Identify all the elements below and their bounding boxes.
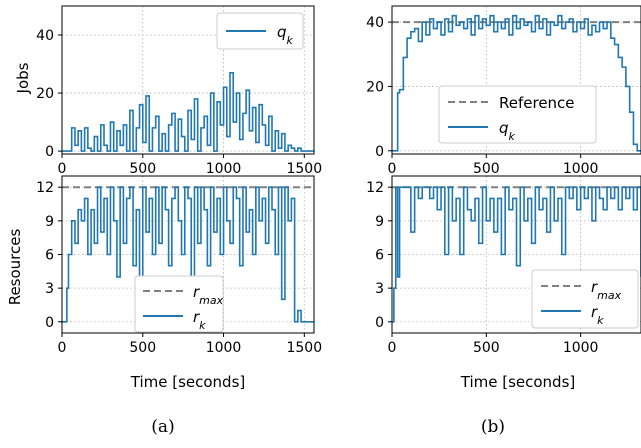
x-tick-label: 0 — [58, 340, 67, 356]
x-tick-label: 1500 — [286, 161, 322, 177]
legend: rmax rk — [531, 269, 639, 329]
y-tick-label: 12 — [366, 180, 384, 196]
x-tick-label: 1000 — [206, 340, 242, 356]
x-tick-label: 1000 — [563, 340, 599, 356]
y-tick-label: 0 — [45, 315, 54, 331]
legend: Reference qk — [438, 85, 597, 144]
y-tick-label: 40 — [36, 28, 54, 44]
x-tick-label: 1500 — [286, 340, 322, 356]
series-q-k-line — [392, 14, 641, 152]
chart-b-top: 0 500 1000 0 20 40 Reference qk — [366, 5, 641, 177]
x-axis-label: Time [seconds] — [130, 373, 246, 391]
x-axis-label: Time [seconds] — [460, 373, 576, 391]
axes-frame — [391, 5, 641, 155]
y-tick-label: 3 — [45, 281, 54, 297]
y-tick-label: 6 — [45, 248, 54, 264]
y-tick-label: 20 — [366, 79, 384, 95]
y-tick-label: 3 — [375, 281, 384, 297]
legend-entry-reference: Reference — [499, 94, 575, 112]
y-tick-label: 0 — [45, 144, 54, 160]
series-q-k-line — [62, 71, 314, 152]
y-tick-label: 20 — [36, 86, 54, 102]
x-tick-label: 0 — [388, 340, 397, 356]
y-tick-label: 9 — [375, 214, 384, 230]
y-tick-label: 0 — [375, 144, 384, 160]
caption-a: (a) — [151, 417, 174, 437]
legend: qk — [216, 12, 304, 50]
x-tick-label: 500 — [473, 340, 500, 356]
x-tick-label: 500 — [473, 161, 500, 177]
series-r-k-line — [62, 186, 314, 323]
x-tick-label: 0 — [58, 161, 67, 177]
x-tick-label: 0 — [388, 161, 397, 177]
x-tick-label: 500 — [129, 340, 156, 356]
caption-b: (b) — [481, 417, 505, 437]
x-tick-label: 1000 — [563, 161, 599, 177]
y-tick-label: 12 — [36, 180, 54, 196]
y-axis-label: Jobs — [14, 62, 32, 94]
chart-a-top: 0 500 1000 1500 0 20 40 Jobs qk — [14, 5, 322, 177]
x-tick-label: 500 — [129, 161, 156, 177]
series-r-k-line — [392, 186, 641, 323]
y-tick-label: 9 — [45, 214, 54, 230]
y-tick-label: 40 — [366, 15, 384, 31]
chart-a-bottom: 0 500 1000 1500 0 3 6 9 12 Resources Time [secon… — [6, 175, 322, 391]
legend: rmax rk — [134, 275, 224, 333]
x-tick-label: 1000 — [206, 161, 242, 177]
chart-b-bottom: 0 500 1000 0 3 6 9 12 Time [seconds] rmax rk — [366, 175, 641, 391]
y-axis-label: Resources — [6, 229, 24, 306]
axes-frame — [61, 5, 315, 155]
y-tick-label: 6 — [375, 248, 384, 264]
y-tick-label: 0 — [375, 315, 384, 331]
